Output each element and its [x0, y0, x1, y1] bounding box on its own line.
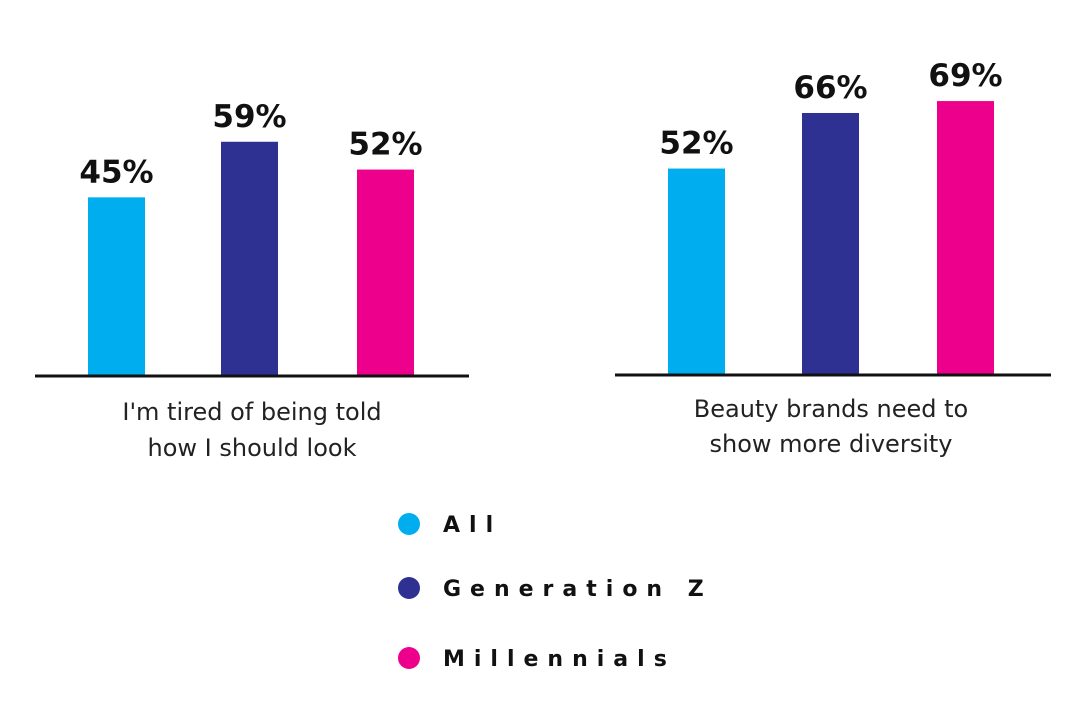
legend-label-3: Millennials [443, 647, 676, 672]
legend-label-2: Generation Z [443, 577, 713, 602]
value-label-1-2: 59% [212, 99, 286, 135]
category-label-1-line-1: I'm tired of being told [122, 398, 381, 426]
bar-2-1 [668, 168, 725, 375]
bar-1-3 [357, 169, 414, 376]
category-label-1-line-2: how I should look [148, 434, 357, 462]
value-label-2-1: 52% [659, 126, 733, 162]
category-label-2-line-1: Beauty brands need to [694, 395, 968, 423]
legend-marker-2 [398, 577, 420, 599]
value-label-2-3: 69% [928, 58, 1002, 94]
value-label-1-1: 45% [79, 154, 153, 190]
bar-2-3 [937, 101, 994, 375]
legend-marker-1 [398, 513, 420, 535]
bar-1-1 [88, 197, 145, 376]
legend-marker-3 [398, 647, 420, 669]
value-label-1-3: 52% [348, 127, 422, 163]
category-label-2-line-2: show more diversity [710, 430, 953, 458]
legend-label-1: All [443, 513, 502, 538]
bar-2-2 [802, 112, 859, 375]
bar-1-2 [221, 141, 278, 376]
value-label-2-2: 66% [793, 70, 867, 106]
